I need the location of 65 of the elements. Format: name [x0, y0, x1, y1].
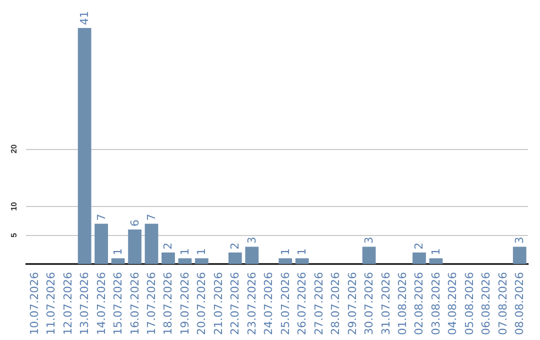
x-tick-label: 19.07.2026 — [178, 272, 192, 336]
y-tick-label: 5 — [10, 232, 18, 238]
x-tick-label: 21.07.2026 — [212, 272, 225, 336]
data-label: 7 — [145, 214, 158, 221]
x-tick-label: 28.07.2026 — [329, 272, 342, 336]
x-tick-label: 16.07.2026 — [128, 272, 142, 336]
bar — [362, 246, 376, 264]
x-tick-label: 03.08.2026 — [429, 272, 442, 336]
data-label: 1 — [429, 248, 442, 256]
bar — [195, 258, 208, 264]
data-label: 1 — [178, 248, 192, 256]
data-label: 3 — [362, 236, 376, 244]
data-label: 3 — [245, 236, 258, 244]
data-label: 1 — [278, 248, 292, 256]
x-tick-label: 04.08.2026 — [446, 272, 460, 336]
x-tick-label: 27.07.2026 — [312, 272, 326, 336]
bar — [295, 258, 309, 264]
data-label: 1 — [195, 248, 208, 256]
data-label: 2 — [162, 242, 175, 250]
x-tick-label: 05.08.2026 — [462, 272, 476, 336]
data-label: 41 — [78, 11, 92, 25]
x-tick-label: 13.07.2026 — [78, 272, 92, 336]
data-label: 7 — [94, 214, 108, 221]
x-tick-label: 30.07.2026 — [362, 272, 376, 336]
x-tick-label: 01.08.2026 — [396, 272, 409, 336]
x-tick-label: 26.07.2026 — [296, 272, 309, 336]
x-tick-label: 12.07.2026 — [61, 272, 74, 336]
x-tick-label: 29.07.2026 — [346, 272, 359, 336]
x-tick-label: 25.07.2026 — [278, 272, 292, 336]
x-tick-label: 20.07.2026 — [195, 272, 208, 336]
data-label: 1 — [296, 248, 309, 256]
x-tick-label: 14.07.2026 — [94, 272, 108, 336]
y-tick-label: 10 — [10, 201, 18, 211]
bar — [412, 252, 426, 264]
x-tick-label: 24.07.2026 — [262, 272, 276, 336]
x-tick-label: 11.07.2026 — [44, 272, 58, 336]
data-label: 2 — [412, 242, 426, 250]
bar — [245, 246, 259, 264]
bar — [228, 252, 242, 264]
bar — [178, 258, 192, 264]
y-tick-label: 20 — [10, 144, 18, 154]
bar — [512, 246, 526, 264]
bar — [78, 28, 92, 264]
bar — [144, 224, 158, 264]
bar — [94, 224, 108, 264]
x-tick-label: 02.08.2026 — [412, 272, 426, 336]
x-tick-label: 22.07.2026 — [228, 272, 242, 336]
x-tick-label: 31.07.2026 — [379, 272, 392, 336]
bar — [162, 252, 175, 264]
data-label: 6 — [128, 219, 142, 226]
x-tick-label: 18.07.2026 — [162, 272, 175, 336]
x-tick-label: 17.07.2026 — [145, 272, 158, 336]
bar — [429, 258, 443, 264]
data-label: 3 — [513, 236, 526, 244]
x-tick-label: 08.08.2026 — [513, 272, 526, 336]
data-label: 2 — [228, 242, 242, 250]
x-tick-label: 06.08.2026 — [480, 272, 493, 336]
x-tick-label: 07.08.2026 — [496, 272, 510, 336]
x-tick-label: 10.07.2026 — [28, 272, 41, 336]
x-tick-label: 15.07.2026 — [112, 272, 125, 336]
data-label: 1 — [112, 248, 125, 256]
bar — [111, 258, 125, 264]
bar — [128, 229, 142, 264]
bar — [278, 258, 292, 264]
x-tick-label: 23.07.2026 — [245, 272, 258, 336]
